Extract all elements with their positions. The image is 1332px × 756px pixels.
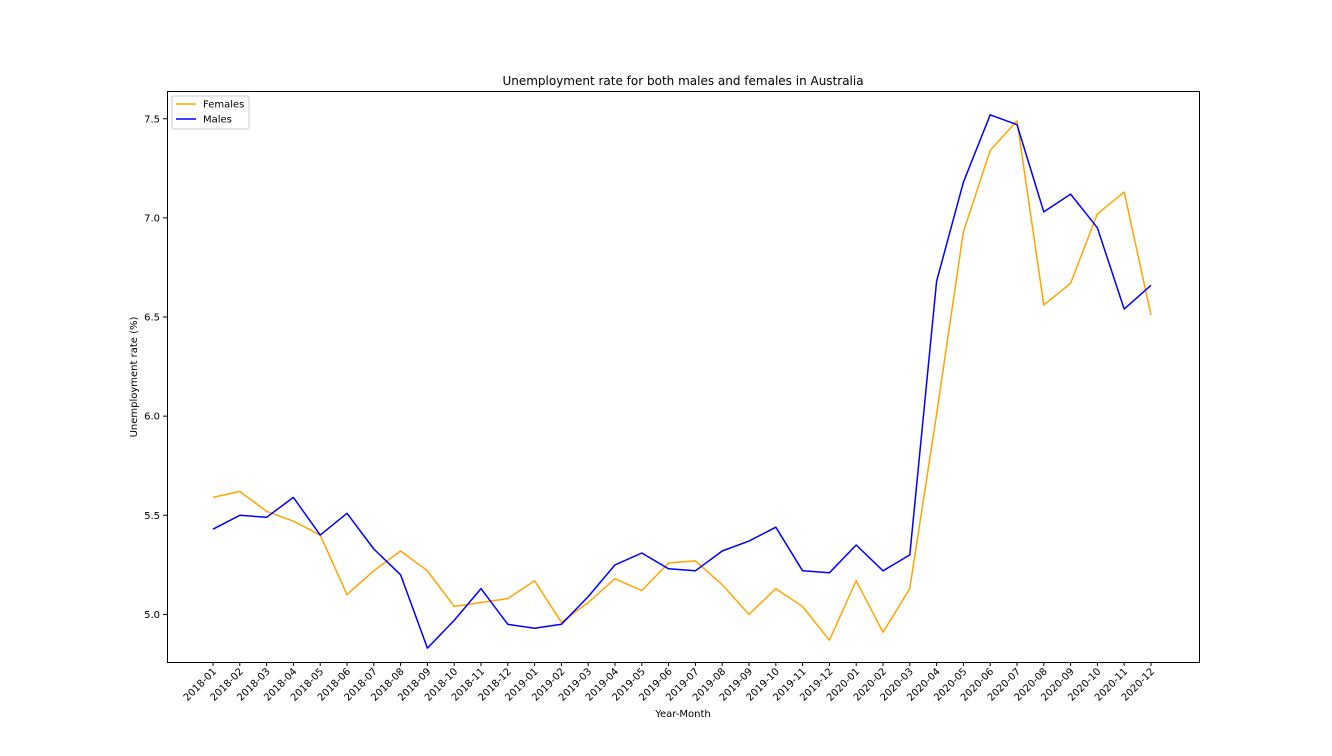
legend: Females Males xyxy=(171,95,250,130)
y-axis-label: Unemployment rate (%) xyxy=(129,316,140,437)
y-tick-label: 7.5 xyxy=(144,114,160,125)
y-tick-label: 5.0 xyxy=(144,610,160,621)
series-line-females xyxy=(212,119,1152,641)
x-axis-label: Year-Month xyxy=(654,709,710,720)
y-tick-label: 6.0 xyxy=(144,412,160,423)
series-line-males xyxy=(212,114,1152,649)
legend-label-females: Females xyxy=(203,100,244,111)
plot-area xyxy=(212,114,1152,649)
y-tick-label: 5.5 xyxy=(144,511,160,522)
axes-frame xyxy=(167,91,1200,663)
chart-title: Unemployment rate for both males and fem… xyxy=(502,74,863,88)
x-axis: 2018-012018-022018-032018-042018-052018-… xyxy=(182,662,1157,704)
y-tick-label: 7.0 xyxy=(144,213,160,224)
legend-label-males: Males xyxy=(203,115,232,126)
y-axis: 5.0 5.5 6.0 6.5 7.0 7.5 xyxy=(144,114,167,621)
y-tick-label: 6.5 xyxy=(144,313,160,324)
